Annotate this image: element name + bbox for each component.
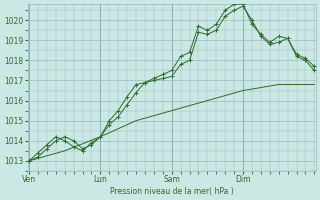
X-axis label: Pression niveau de la mer( hPa ): Pression niveau de la mer( hPa ) <box>110 187 234 196</box>
